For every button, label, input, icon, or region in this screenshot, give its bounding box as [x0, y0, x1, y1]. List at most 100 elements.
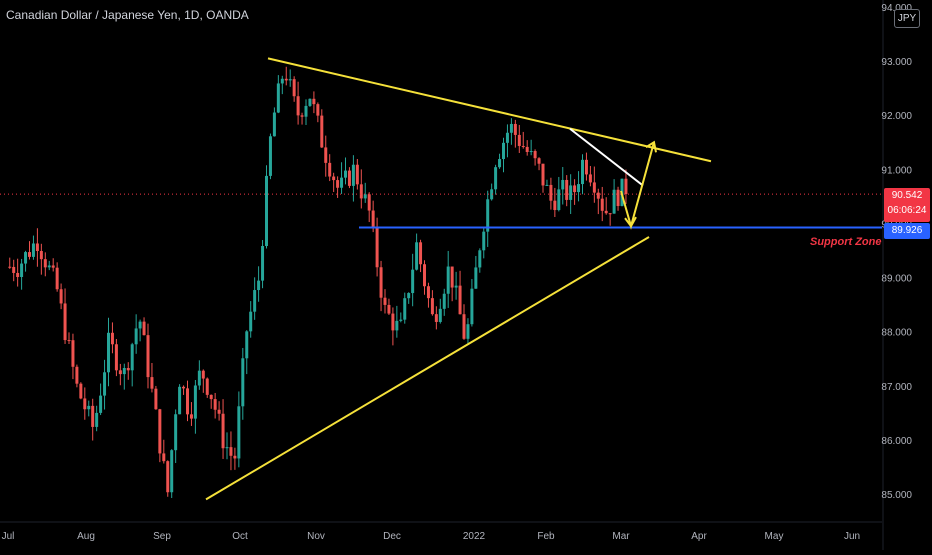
candle-body — [217, 409, 221, 414]
candle-body — [426, 286, 430, 299]
candle-body — [134, 328, 138, 345]
x-tick-label: Jun — [844, 531, 860, 542]
x-tick-label: Feb — [537, 531, 555, 542]
candle-body — [55, 267, 59, 290]
candle-body — [31, 243, 35, 257]
candle-body — [265, 175, 268, 247]
candle-body — [182, 386, 186, 389]
candle-body — [130, 344, 134, 371]
candle-body — [596, 192, 600, 199]
candle-body — [221, 413, 225, 449]
candle-body — [257, 280, 261, 291]
candle-body — [110, 332, 114, 345]
candle-body — [407, 293, 411, 299]
y-tick-label: 85.000 — [881, 490, 912, 501]
bar-countdown: 06:06:24 — [887, 205, 927, 216]
candle-body — [8, 266, 12, 268]
candle-body — [205, 378, 209, 395]
candle-body — [320, 115, 324, 148]
support-price-tag: 89.926 — [884, 223, 930, 239]
candle-body — [498, 159, 502, 168]
candle-body — [529, 151, 533, 153]
candle-body — [328, 162, 332, 177]
candle-body — [419, 242, 423, 265]
currency-badge[interactable]: JPY — [894, 9, 920, 28]
y-tick-label: 93.000 — [881, 57, 912, 68]
candle-body — [561, 179, 565, 190]
candle-body — [581, 159, 584, 185]
candle-body — [154, 388, 158, 410]
candle-body — [430, 298, 434, 315]
candle-body — [324, 147, 328, 163]
candle-body — [158, 409, 162, 454]
candle-body — [288, 79, 292, 81]
candle-body — [59, 289, 63, 304]
candle-body — [20, 263, 24, 277]
candle-body — [87, 405, 91, 410]
candle-body — [178, 386, 182, 415]
candle-body — [316, 104, 320, 116]
candle-body — [442, 293, 446, 309]
candle-body — [276, 83, 280, 113]
candle-body — [403, 298, 407, 320]
candle-body — [592, 182, 596, 193]
candle-body — [549, 184, 553, 201]
candle-body — [35, 243, 39, 252]
candle-body — [375, 226, 379, 268]
candle-body — [91, 405, 95, 427]
candle-body — [170, 450, 174, 493]
candle-body — [509, 123, 513, 133]
candle-body — [359, 184, 363, 199]
candle-body — [525, 146, 529, 152]
candle-body — [24, 252, 28, 264]
candle-body — [300, 115, 304, 117]
candle-body — [553, 200, 557, 211]
y-tick-label: 94.000 — [881, 3, 912, 14]
candle-body — [118, 370, 122, 375]
y-tick-label: 87.000 — [881, 382, 912, 393]
candle-body — [189, 414, 193, 419]
candle-body — [624, 178, 628, 195]
upper-trendline — [267, 57, 712, 163]
candle-body — [577, 184, 581, 193]
candle-body — [47, 265, 51, 268]
x-tick-label: Mar — [612, 531, 630, 542]
candle-body — [474, 267, 478, 289]
candle-body — [494, 167, 498, 190]
candle-body — [513, 123, 517, 135]
candle-body — [371, 210, 375, 227]
candle-body — [383, 297, 387, 305]
candle-body — [237, 406, 241, 459]
candle-body — [434, 314, 438, 322]
candle-body — [292, 79, 296, 97]
candle-body — [505, 132, 509, 143]
candle-body — [43, 259, 47, 268]
candle-body — [193, 385, 197, 419]
projection-arrowhead-up — [645, 140, 657, 153]
candle-body — [521, 145, 525, 147]
candle-body — [332, 176, 336, 181]
candle-body — [245, 331, 249, 359]
candle-body — [387, 304, 391, 314]
candle-body — [162, 453, 166, 462]
candle-body — [411, 269, 415, 294]
candle-body — [466, 324, 470, 339]
candle-body — [63, 303, 67, 341]
candle-body — [565, 179, 569, 200]
candle-body — [490, 189, 494, 200]
candle-body — [114, 344, 118, 371]
candle-body — [363, 194, 367, 199]
candle-body — [517, 134, 521, 146]
candle-body — [79, 383, 83, 399]
candle-body — [186, 388, 189, 415]
candle-body — [344, 170, 347, 178]
symbol-title[interactable]: Canadian Dollar / Japanese Yen, 1D, OAND… — [6, 8, 249, 22]
candle-body — [604, 210, 608, 214]
candle-body — [458, 285, 462, 315]
candle-body — [336, 180, 340, 188]
x-tick-label: May — [765, 531, 784, 542]
candle-body — [75, 366, 79, 384]
candle-body — [241, 358, 245, 407]
